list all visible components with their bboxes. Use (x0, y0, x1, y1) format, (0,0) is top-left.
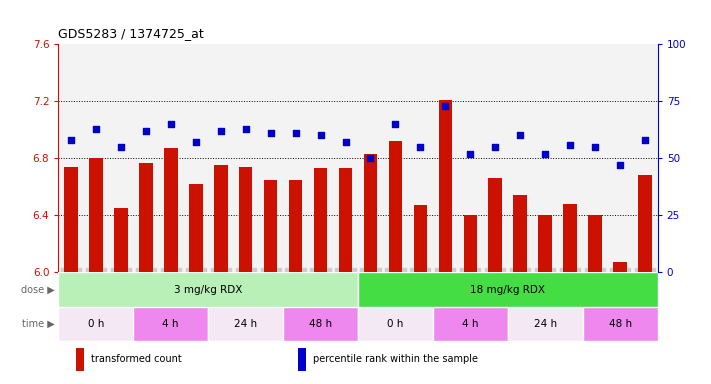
Point (565, 142, 576, 148)
Bar (58, 307, 133, 341)
Text: 0 h: 0 h (387, 319, 404, 329)
Bar (183, 44, 208, 273)
Bar (533, 44, 557, 273)
Bar (557, 44, 583, 273)
Bar (114, 208, 127, 273)
Text: dose ▶: dose ▶ (21, 285, 55, 295)
Bar (264, 180, 277, 273)
Point (315, 132, 326, 139)
Point (90, 126, 102, 132)
Bar (563, 204, 577, 273)
Bar (189, 184, 203, 273)
Point (290, 130, 301, 136)
Bar (314, 168, 327, 273)
Bar (464, 215, 477, 273)
Bar (583, 44, 608, 273)
Point (340, 139, 351, 146)
Point (365, 155, 376, 161)
Bar (363, 154, 378, 273)
Point (465, 151, 476, 157)
Bar (583, 307, 658, 341)
Text: 3 mg/kg RDX: 3 mg/kg RDX (174, 285, 242, 295)
Bar (508, 44, 533, 273)
Point (140, 128, 151, 134)
Bar (158, 44, 183, 273)
Bar (358, 273, 658, 307)
Point (190, 139, 201, 146)
Bar (258, 44, 283, 273)
Bar (488, 178, 502, 273)
Bar (233, 44, 258, 273)
Point (115, 144, 127, 150)
Bar (458, 44, 483, 273)
Bar (358, 307, 433, 341)
Point (540, 151, 551, 157)
Bar (414, 205, 427, 273)
Bar (508, 307, 583, 341)
Bar (383, 44, 408, 273)
Point (415, 144, 426, 150)
Point (240, 126, 251, 132)
Text: 48 h: 48 h (309, 319, 332, 329)
Bar (608, 44, 633, 273)
Text: 24 h: 24 h (534, 319, 557, 329)
Text: 0 h: 0 h (87, 319, 104, 329)
Bar (208, 307, 283, 341)
Bar (358, 44, 383, 273)
Bar (283, 44, 308, 273)
Bar (208, 44, 233, 273)
Text: GDS5283 / 1374725_at: GDS5283 / 1374725_at (58, 27, 204, 40)
Bar (338, 168, 353, 273)
Bar (439, 100, 452, 273)
Bar (283, 307, 358, 341)
Text: time ▶: time ▶ (22, 319, 55, 329)
Bar (614, 263, 627, 273)
Point (65, 137, 77, 143)
Text: 24 h: 24 h (234, 319, 257, 329)
Bar (333, 44, 358, 273)
Text: transformed count: transformed count (91, 354, 182, 364)
Text: 4 h: 4 h (462, 319, 479, 329)
Bar (538, 215, 552, 273)
Point (490, 144, 501, 150)
Bar (89, 158, 102, 273)
Point (614, 162, 626, 168)
Point (390, 121, 401, 127)
Bar (164, 148, 178, 273)
Bar (433, 307, 508, 341)
Text: 4 h: 4 h (162, 319, 179, 329)
Bar (298, 348, 306, 371)
Bar (308, 44, 333, 273)
Bar (589, 215, 602, 273)
Bar (83, 44, 108, 273)
Point (589, 144, 601, 150)
Text: 48 h: 48 h (609, 319, 632, 329)
Point (439, 103, 451, 109)
Bar (239, 167, 252, 273)
Bar (633, 44, 658, 273)
Point (265, 130, 277, 136)
Point (165, 121, 176, 127)
Bar (408, 44, 433, 273)
Bar (133, 307, 208, 341)
Bar (108, 44, 133, 273)
Bar (389, 141, 402, 273)
Bar (58, 44, 83, 273)
Bar (133, 44, 158, 273)
Bar (139, 162, 153, 273)
Bar (483, 44, 508, 273)
Text: 18 mg/kg RDX: 18 mg/kg RDX (471, 285, 545, 295)
Point (215, 128, 226, 134)
Bar (513, 195, 527, 273)
Bar (289, 180, 302, 273)
Bar (433, 44, 458, 273)
Bar (638, 175, 652, 273)
Bar (214, 166, 228, 273)
Bar (64, 167, 77, 273)
Bar (58, 273, 358, 307)
Point (639, 137, 651, 143)
Text: percentile rank within the sample: percentile rank within the sample (313, 354, 478, 364)
Bar (76, 348, 84, 371)
Point (515, 132, 526, 139)
